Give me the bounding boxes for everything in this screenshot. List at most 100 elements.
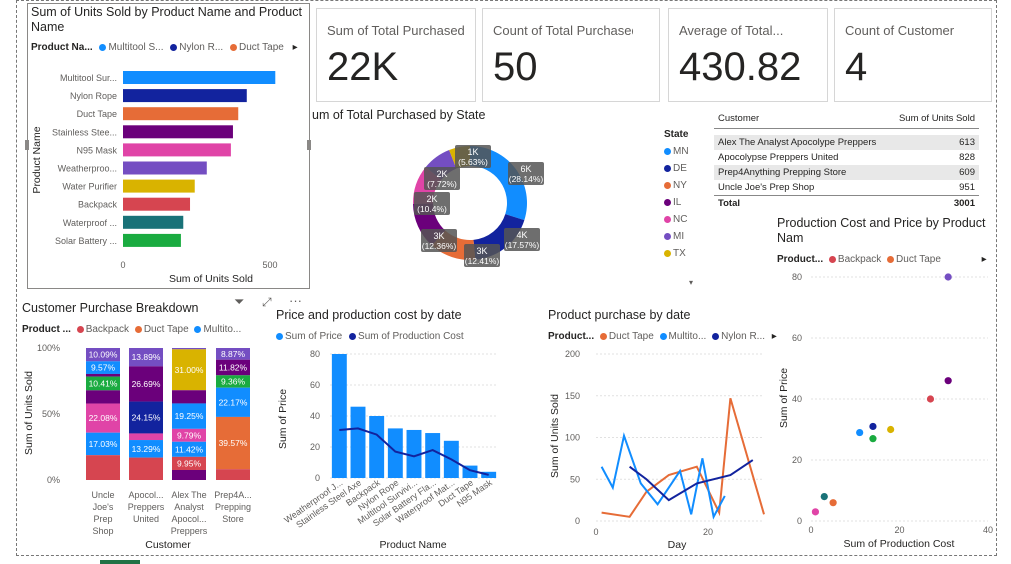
donut-label-percent: (10.4%) <box>417 204 447 214</box>
stacked-legend: Product ... Backpack Duct Tape Multito..… <box>22 324 241 335</box>
bar-category-label: Nylon Rope <box>70 91 117 101</box>
donut-chart-svg: 1K(5.63%)6K(28.14%)4K(17.57%)3K(12.41%)3… <box>413 145 544 267</box>
resize-handle-left[interactable] <box>25 140 29 150</box>
legend-item[interactable]: Multito... <box>203 324 242 335</box>
donut-legend-item[interactable]: DE <box>664 160 689 177</box>
legend-item[interactable]: Duct Tape <box>896 254 941 265</box>
stacked-segment-label: 19.25% <box>175 411 204 421</box>
kpi-card-average-total[interactable]: Average of Total... 430.82 <box>668 8 828 102</box>
legend-item[interactable]: Backpack <box>85 324 130 335</box>
kpi-card-sum-total-purchased[interactable]: Sum of Total Purchased 22K <box>316 8 476 102</box>
kpi-card-count-total-purchased[interactable]: Count of Total Purchased 50 <box>482 8 660 102</box>
bar <box>123 125 233 139</box>
stacked-category-label: Store <box>222 514 244 524</box>
table-row[interactable]: Apocolypse Preppers United 828 <box>718 152 975 163</box>
legend-item[interactable]: Duct Tape <box>238 42 284 53</box>
legend-item[interactable]: Duct Tape <box>143 324 189 335</box>
donut-label-percent: (28.14%) <box>509 174 544 184</box>
donut-label-bg <box>508 162 544 185</box>
stacked-segment <box>172 441 206 457</box>
donut-legend-title: State <box>664 129 689 140</box>
page-tab-indicator[interactable] <box>100 560 140 564</box>
legend-item[interactable]: Sum of Price <box>285 331 343 342</box>
bar-chart-ylabel: Product Name <box>31 126 43 193</box>
donut-label-bg <box>421 229 457 252</box>
donut-title: um of Total Purchased by State <box>312 108 486 122</box>
table-header-customer[interactable]: Customer <box>718 113 760 124</box>
table-row[interactable]: Alex The Analyst Apocolype Preppers 613 <box>714 135 979 150</box>
combo-chart-svg: Sum of Price 80 60 40 20 0 Weatherproof J...… <box>277 349 498 551</box>
table-header-units[interactable]: Sum of Units Sold <box>898 113 975 124</box>
line-xtick: 20 <box>703 527 713 537</box>
donut-legend-scroll-icon[interactable]: ▾ <box>689 278 694 287</box>
stacked-category-label: Apocol... <box>171 514 206 524</box>
legend-next-icon[interactable]: ▸ <box>981 254 987 265</box>
donut-legend: State MN DE NY IL NC MI TX <box>664 126 689 262</box>
kpi-value: 22K <box>327 45 399 89</box>
filter-icon[interactable]: ⏷ <box>234 294 245 309</box>
combo-bar <box>331 354 347 478</box>
table-row[interactable]: Prep4Anything Prepping Store 609 <box>714 165 979 180</box>
donut-label-percent: (5.63%) <box>458 157 488 167</box>
line-ytick: 200 <box>565 349 580 359</box>
combo-category-labels: Weatherproof J...Stainless Steel AxeBack… <box>282 477 494 530</box>
stacked-segment-label: 9.57% <box>91 363 116 373</box>
line-legend: Product... Duct Tape Multito... Nylon R.… <box>548 331 777 342</box>
combo-ytick: 80 <box>310 349 320 359</box>
stacked-segment <box>86 348 120 362</box>
donut-legend-item[interactable]: MI <box>664 228 689 245</box>
stacked-xlabel: Customer <box>145 539 191 551</box>
stacked-segment-label: 11.82% <box>219 363 248 373</box>
resize-handle-right[interactable] <box>307 140 311 150</box>
donut-legend-item[interactable]: IL <box>664 194 689 211</box>
legend-item[interactable]: Nylon R... <box>721 331 766 342</box>
legend-item[interactable]: Sum of Production Cost <box>358 331 464 342</box>
kpi-card-count-customer[interactable]: Count of Customer 4 <box>834 8 992 102</box>
stacked-segment <box>86 361 120 374</box>
stacked-category-label: United <box>133 514 159 524</box>
combo-ylabel: Sum of Price <box>277 389 289 449</box>
stacked-segment <box>216 375 250 388</box>
combo-cost-line <box>339 427 489 476</box>
line-ytick: 50 <box>570 474 580 484</box>
donut-label-percent: (17.57%) <box>505 240 540 250</box>
kpi-label: Sum of Total Purchased <box>327 23 465 38</box>
kpi-label: Count of Total Purchased <box>493 23 633 38</box>
stacked-segment <box>172 390 206 404</box>
legend-item[interactable]: Nylon R... <box>179 42 224 53</box>
legend-item[interactable]: Duct Tape <box>608 331 654 342</box>
scatter-title-line2: Nam <box>777 231 804 245</box>
stacked-segment-label: 13.89% <box>132 352 161 362</box>
scatter-legend-title: Product... <box>777 254 824 265</box>
stacked-segment-label: 22.08% <box>89 413 118 423</box>
stacked-segment <box>129 457 163 480</box>
bar-chart-title: Sum of Units Sold by Product Name and Pr… <box>31 5 302 19</box>
focus-mode-icon[interactable]: ⤢ <box>262 295 272 309</box>
table-row[interactable]: Uncle Joe's Prep Shop 951 <box>718 182 975 193</box>
more-options-icon[interactable]: ··· <box>289 293 302 308</box>
line-series <box>600 397 765 520</box>
scatter-ytick: 80 <box>792 272 802 282</box>
combo-bar <box>406 429 422 478</box>
scatter-ytick: 60 <box>792 333 802 343</box>
stacked-segment-label: 31.00% <box>175 365 204 375</box>
legend-item[interactable]: Multitool S... <box>108 42 164 53</box>
donut-label-value: 2K <box>426 194 437 204</box>
donut-legend-item[interactable]: MN <box>664 143 689 160</box>
legend-next-icon[interactable]: ▸ <box>771 331 777 342</box>
donut-legend-item[interactable]: NC <box>664 211 689 228</box>
donut-legend-item[interactable]: TX <box>664 245 689 262</box>
bar <box>123 197 191 211</box>
line-ytick: 150 <box>565 391 580 401</box>
legend-item[interactable]: Backpack <box>837 254 882 265</box>
stacked-segment <box>86 455 120 480</box>
customer-table: Customer Sum of Units Sold Alex The Anal… <box>714 110 979 211</box>
stacked-segment-label: 10.09% <box>89 350 118 360</box>
combo-legend: Sum of Price Sum of Production Cost <box>276 331 464 342</box>
donut-legend-item[interactable]: NY <box>664 177 689 194</box>
legend-item[interactable]: Multito... <box>668 331 707 342</box>
legend-next-icon[interactable]: ▸ <box>292 42 298 53</box>
scatter-point <box>926 395 935 403</box>
bar-chart-bars: Multitool Sur... Nylon Rope Duct Tape Stain… <box>52 71 276 247</box>
line-xtick: 0 <box>593 527 598 537</box>
